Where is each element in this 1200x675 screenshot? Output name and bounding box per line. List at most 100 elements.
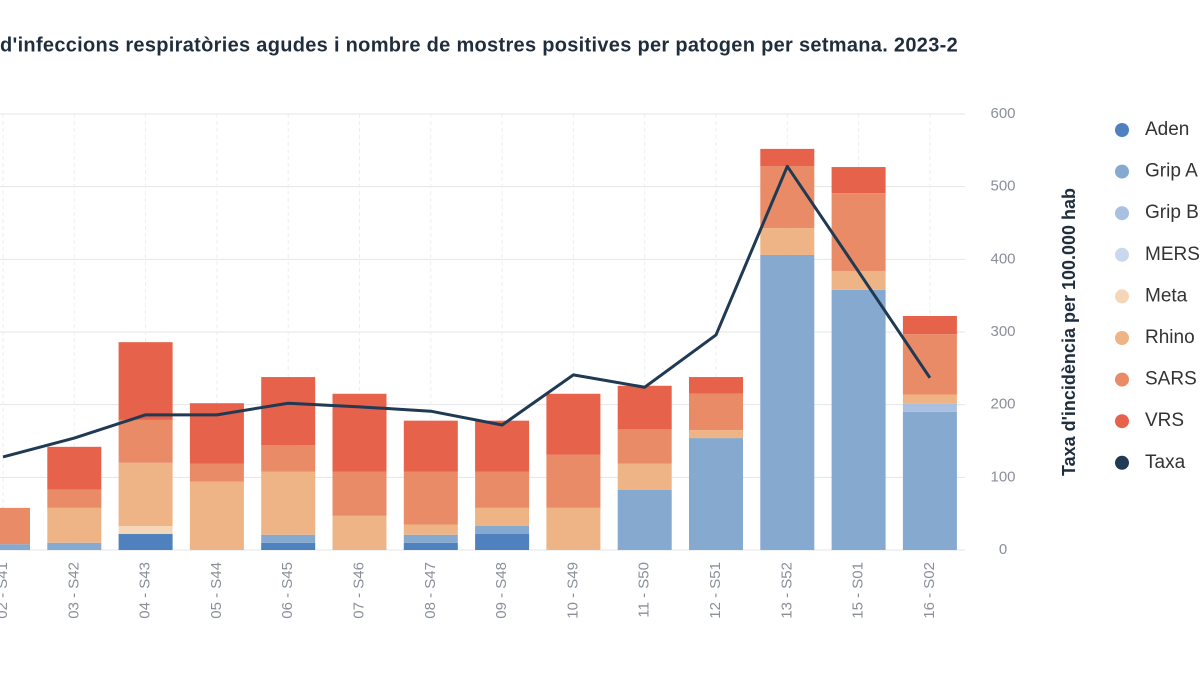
legend-label: Grip A bbox=[1145, 161, 1198, 182]
x-tick-label: 15 - S01 bbox=[850, 562, 867, 619]
legend-marker bbox=[1115, 455, 1129, 470]
bar-segment bbox=[831, 167, 886, 194]
legend-marker bbox=[1115, 414, 1129, 429]
bar-segment bbox=[831, 270, 886, 290]
bar-segment bbox=[475, 507, 530, 527]
bar-segment bbox=[47, 489, 102, 508]
x-tick-label: 12 - S51 bbox=[707, 562, 724, 619]
legend-label: Meta bbox=[1145, 285, 1188, 306]
bar-segment bbox=[689, 377, 743, 394]
bar-segment bbox=[261, 542, 316, 550]
bar-segment bbox=[47, 507, 102, 543]
legend-marker bbox=[1115, 372, 1129, 387]
bar-segment bbox=[902, 403, 957, 412]
bar-segment bbox=[403, 420, 458, 472]
bar-segment bbox=[689, 430, 743, 439]
bars bbox=[0, 148, 957, 550]
legend-label: Aden bbox=[1145, 119, 1189, 140]
x-tick-label: 09 - S48 bbox=[493, 562, 510, 619]
y2-tick-label: 100 bbox=[990, 468, 1015, 485]
y2-tick-label: 400 bbox=[990, 250, 1015, 267]
bar-segment bbox=[118, 462, 173, 527]
bar-segment bbox=[403, 524, 458, 535]
bar-segment bbox=[403, 542, 458, 550]
legend-label: SARS bbox=[1145, 369, 1197, 390]
bar-segment bbox=[902, 334, 957, 395]
y2-tick-label: 300 bbox=[990, 323, 1015, 340]
bar-segment bbox=[546, 454, 601, 508]
x-tick-label: 10 - S49 bbox=[564, 562, 581, 619]
bar-segment bbox=[332, 515, 387, 550]
x-tick-label: 04 - S43 bbox=[137, 562, 154, 619]
bar-segment bbox=[475, 526, 530, 535]
bar-segment bbox=[0, 544, 30, 550]
x-tick-label: 03 - S42 bbox=[65, 562, 82, 619]
legend-marker bbox=[1115, 289, 1129, 304]
bar-segment bbox=[760, 148, 815, 167]
x-tick-label: 11 - S50 bbox=[636, 562, 653, 618]
lines bbox=[2, 164, 932, 459]
bar-segment bbox=[475, 420, 530, 472]
bar-segment bbox=[332, 471, 387, 516]
bar-segment bbox=[403, 471, 458, 525]
bar-segment bbox=[546, 507, 601, 550]
bar-segment bbox=[118, 419, 173, 463]
bar-segment bbox=[47, 446, 102, 490]
x-tick-label: 08 - S47 bbox=[422, 562, 439, 619]
bar-segment bbox=[47, 542, 102, 550]
bar-segment bbox=[261, 445, 316, 472]
bar-segment bbox=[617, 429, 672, 464]
bar-segment bbox=[831, 289, 886, 550]
bar-segment bbox=[617, 489, 672, 550]
x-tick-label: 02 - S41 bbox=[0, 562, 11, 619]
y2-tick-label: 500 bbox=[990, 178, 1015, 195]
bar-segment bbox=[0, 507, 30, 545]
bar-segment bbox=[902, 394, 957, 404]
legend-marker bbox=[1115, 206, 1129, 221]
legend-marker bbox=[1115, 247, 1129, 262]
bar-segment bbox=[760, 228, 815, 255]
bar-segment bbox=[831, 193, 886, 271]
bar-segment bbox=[475, 471, 530, 508]
bar-segment bbox=[617, 463, 672, 490]
y2-tick-label: 600 bbox=[990, 105, 1015, 122]
x-tick-label: 06 - S45 bbox=[279, 562, 296, 619]
y2-tick-label: 0 bbox=[999, 541, 1007, 558]
bar-segment bbox=[261, 377, 316, 446]
y2-tick-label: 200 bbox=[990, 396, 1015, 413]
y2-axis-label: Taxa d'incidència per 100.000 hab bbox=[1059, 188, 1079, 476]
legend-label: VRS bbox=[1145, 410, 1184, 431]
legend-label: Taxa bbox=[1145, 452, 1186, 473]
grid bbox=[0, 113, 965, 551]
bar-segment bbox=[475, 534, 530, 550]
bar-segment bbox=[118, 342, 173, 420]
legend-label: Rhino bbox=[1145, 327, 1195, 348]
bar-segment bbox=[689, 438, 743, 550]
bar-segment bbox=[118, 526, 173, 535]
x-tick-label: 07 - S46 bbox=[350, 562, 367, 619]
chart-title: d'infeccions respiratòries agudes i nomb… bbox=[0, 34, 958, 56]
bar-segment bbox=[261, 534, 316, 543]
bar-segment bbox=[689, 393, 743, 431]
bar-segment bbox=[760, 254, 815, 550]
x-tick-label: 16 - S02 bbox=[921, 562, 938, 619]
legend-label: MERS bbox=[1145, 244, 1200, 265]
x-tick-label: 13 - S52 bbox=[778, 562, 795, 619]
x-tick-label: 05 - S44 bbox=[208, 562, 225, 619]
bar-segment bbox=[902, 316, 957, 335]
bar-segment bbox=[189, 481, 244, 550]
bar-segment bbox=[118, 534, 173, 550]
bar-segment bbox=[902, 411, 957, 550]
bar-segment bbox=[546, 393, 601, 455]
legend-marker bbox=[1115, 164, 1129, 179]
bar-segment bbox=[261, 471, 316, 535]
bar-segment bbox=[760, 166, 815, 229]
legend-marker bbox=[1115, 331, 1129, 345]
line bbox=[2, 164, 932, 459]
legend-marker bbox=[1115, 123, 1129, 137]
bar-segment bbox=[617, 385, 672, 430]
bar-segment bbox=[403, 534, 458, 543]
legend-label: Grip B bbox=[1145, 202, 1199, 223]
